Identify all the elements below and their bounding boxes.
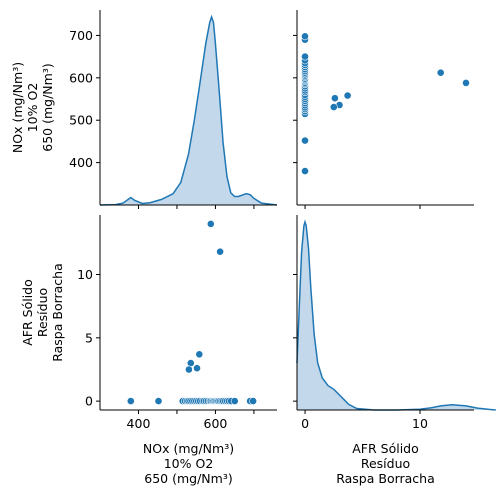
y-axis-label-nox: 10% O2	[25, 83, 40, 133]
scatter-point-nox-vs-afr	[193, 364, 201, 373]
x-tick-label-afr: 10	[412, 416, 428, 431]
scatter-point-nox-vs-afr	[186, 359, 195, 367]
y-tick-label-nox: 600	[69, 70, 93, 85]
x-axis-label-nox: 650 (mg/Nm³)	[144, 471, 232, 486]
scatter-point-nox-vs-afr	[154, 397, 163, 405]
scatter-point-nox-vs-afr	[184, 365, 193, 374]
y-tick-label-nox: 400	[69, 155, 93, 170]
scatter-point-nox-vs-afr	[216, 247, 224, 256]
y-axis-label-nox: 650 (mg/Nm³)	[40, 63, 55, 151]
y-axis-label-nox: NOx (mg/Nm³)	[10, 62, 25, 153]
kde-afr-area	[297, 222, 496, 410]
x-axis-label-afr: Raspa Borracha	[336, 471, 435, 486]
scatter-point-nox-vs-afr	[195, 350, 204, 359]
y-tick-label-afr: 10	[77, 267, 93, 282]
scatter-point-afr-vs-nox	[343, 91, 352, 100]
scatter-point-afr-vs-nox	[301, 136, 309, 145]
scatter-point-afr-vs-nox	[301, 167, 309, 175]
y-tick-label-nox: 500	[69, 113, 93, 128]
scatter-point-afr-vs-nox	[301, 52, 309, 61]
scatter-point-nox-vs-afr	[249, 397, 257, 405]
x-axis-label-nox: 10% O2	[164, 456, 214, 471]
y-axis-label-afr: Resíduo	[35, 288, 50, 337]
scatter-point-afr-vs-nox	[462, 79, 470, 87]
scatter-point-nox-vs-afr	[206, 219, 215, 228]
x-axis-label-nox: NOx (mg/Nm³)	[143, 441, 234, 456]
scatter-point-afr-vs-nox	[329, 103, 338, 111]
y-axis-label-afr: Raspa Borracha	[50, 263, 65, 362]
scatter-point-nox-vs-afr	[230, 397, 239, 405]
scatter-point-afr-vs-nox	[330, 94, 339, 103]
scatter-point-afr-vs-nox	[436, 68, 445, 77]
x-axis-label-afr: AFR Sólido	[352, 441, 419, 456]
kde-nox-line	[99, 14, 278, 206]
x-tick-label-afr: 0	[301, 416, 309, 431]
kde-nox-area	[100, 17, 277, 205]
x-tick-label-nox: 400	[127, 416, 151, 431]
y-tick-label-afr: 5	[85, 330, 93, 345]
x-tick-label-nox: 600	[204, 416, 228, 431]
y-axis-label-afr: AFR Sólido	[20, 279, 35, 346]
x-axis-label-afr: Resíduo	[361, 456, 410, 471]
y-tick-label-afr: 0	[85, 394, 93, 409]
kde-afr-line	[296, 219, 496, 411]
scatter-point-nox-vs-afr	[126, 397, 135, 405]
scatter-point-afr-vs-nox	[301, 32, 309, 41]
y-tick-label-nox: 700	[69, 28, 93, 43]
